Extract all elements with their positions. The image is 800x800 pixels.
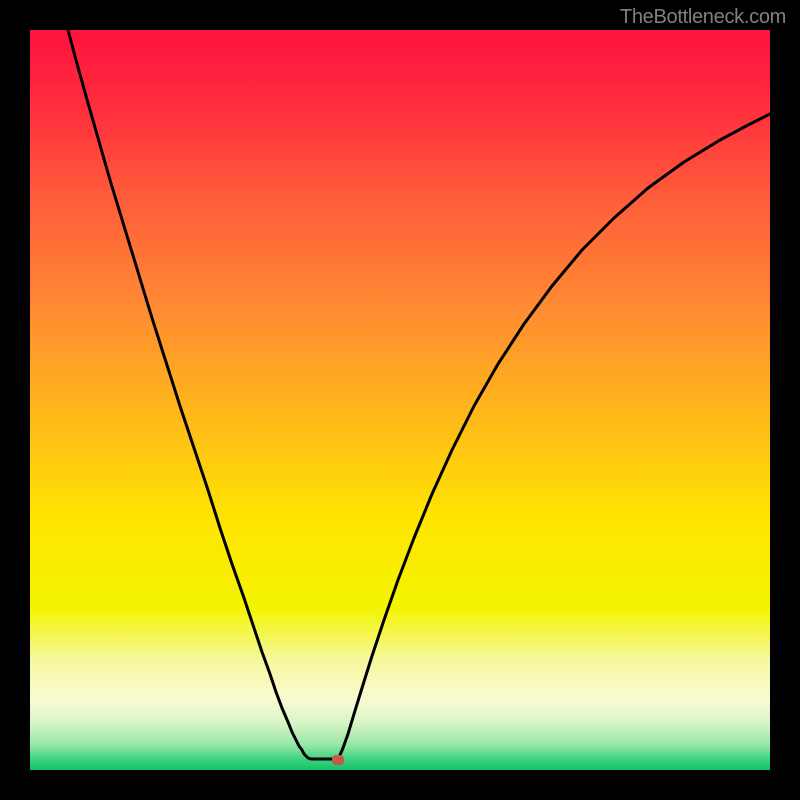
bottleneck-curve [30, 30, 770, 770]
watermark-text: TheBottleneck.com [620, 6, 786, 29]
bottleneck-marker [332, 755, 344, 765]
plot-area [30, 30, 770, 770]
chart-frame: TheBottleneck.com [0, 0, 800, 800]
